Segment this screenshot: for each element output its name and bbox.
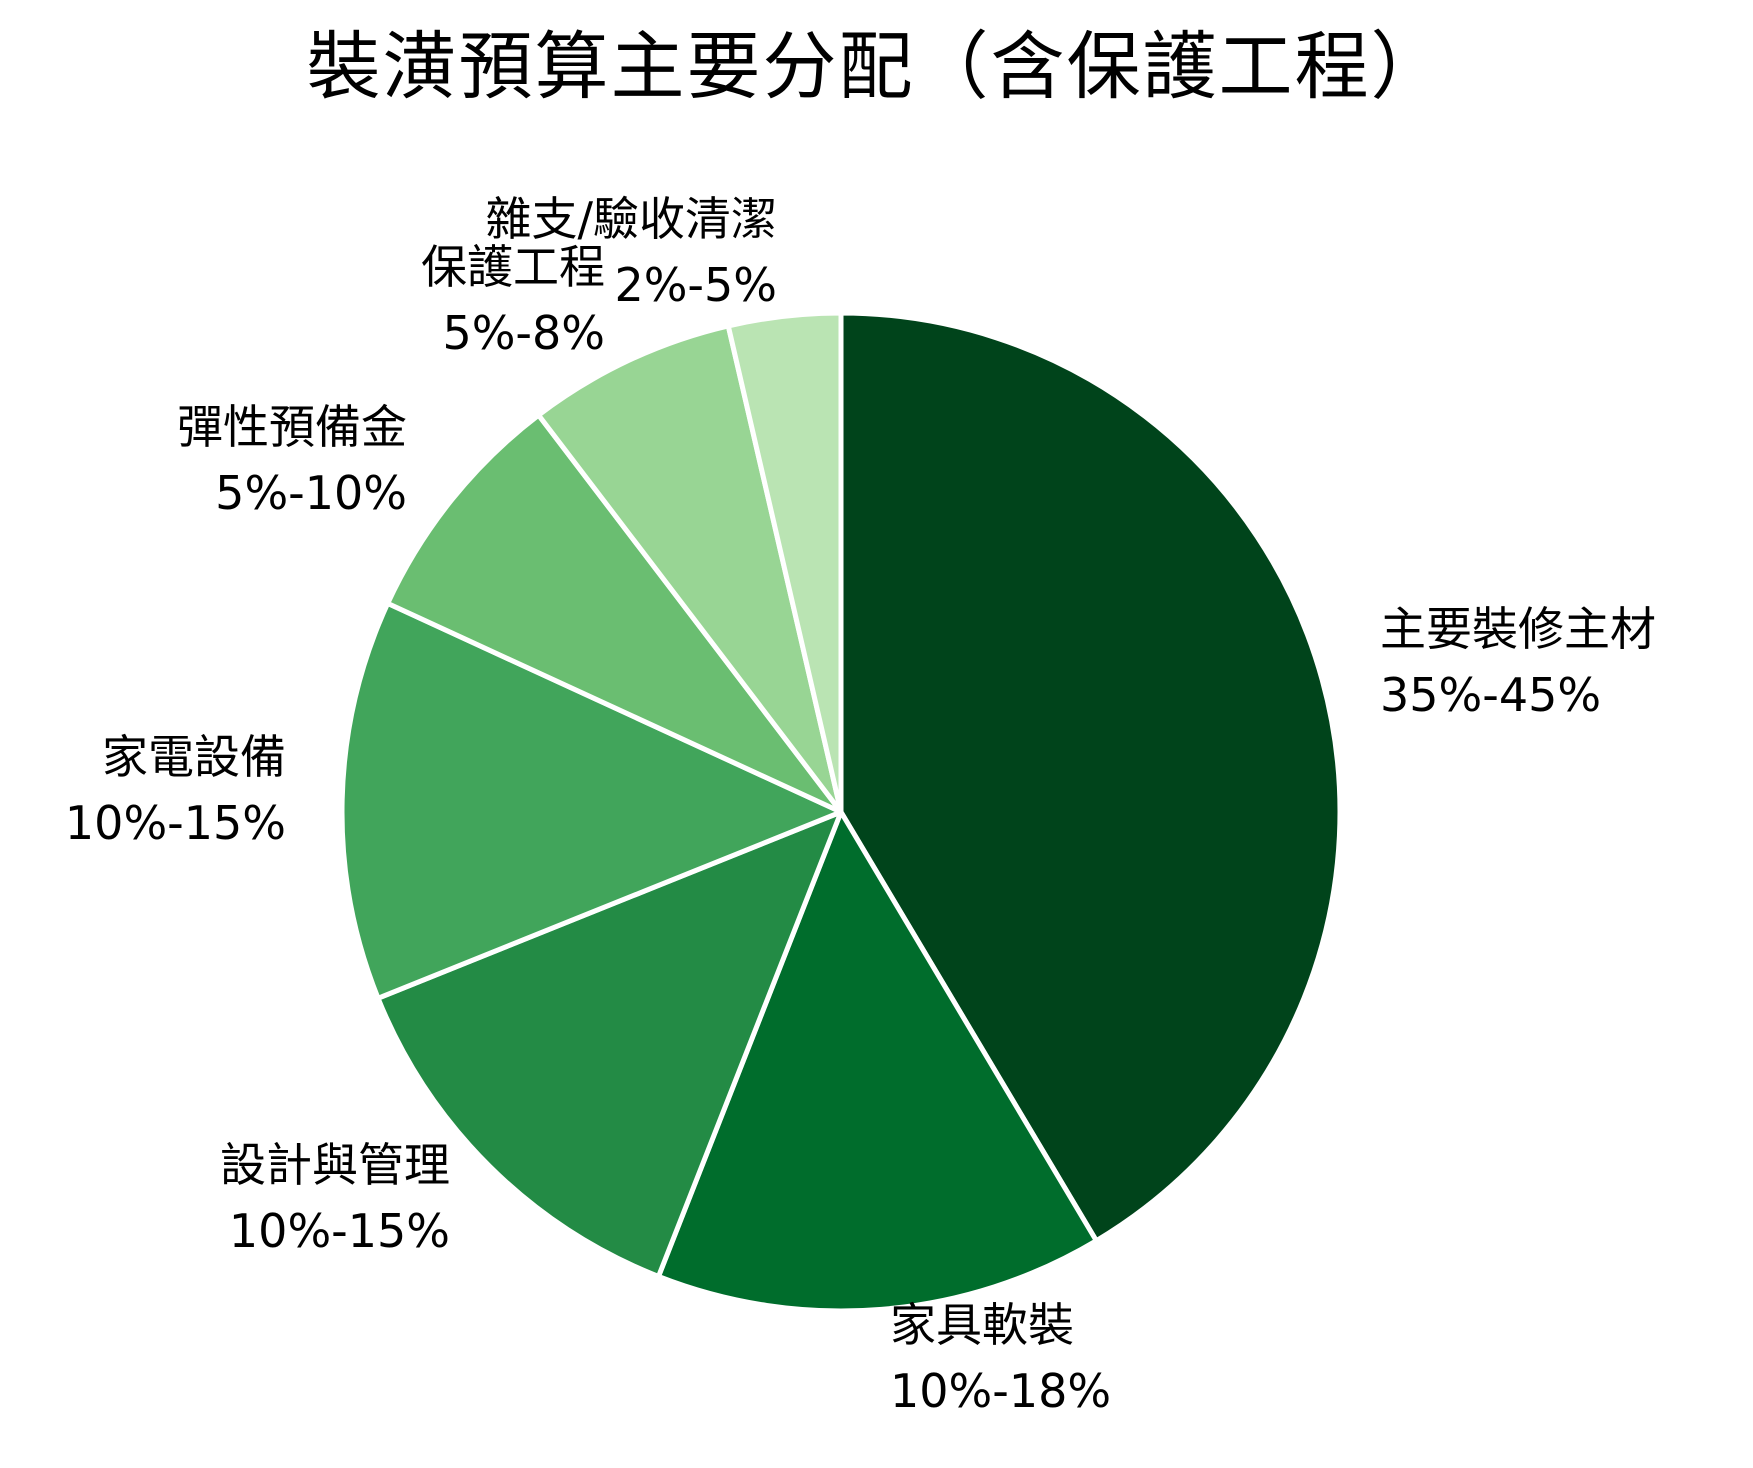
chart-title: 裝潢預算主要分配（含保護工程） (306, 24, 1447, 110)
pie-slice (385, 412, 844, 815)
label-range: 10%-18% (890, 1364, 1112, 1418)
pie-slice (536, 323, 844, 815)
label-range: 5%-10% (215, 466, 407, 520)
label-range: 35%-45% (1380, 668, 1602, 722)
label-range: 10%-15% (64, 796, 286, 850)
label-main-materials: 主要裝修主材 35%-45% (1380, 596, 1656, 728)
label-name: 彈性預備金 (177, 400, 407, 454)
label-range: 2%-5% (614, 258, 777, 312)
label-range: 5%-8% (442, 306, 605, 360)
label-appliances: 家電設備 10%-15% (65, 724, 286, 856)
label-range: 10%-15% (228, 1204, 450, 1258)
label-name: 設計與管理 (220, 1138, 450, 1192)
label-furniture: 家具軟裝 10%-18% (890, 1292, 1111, 1424)
pie-slice (725, 310, 844, 815)
pie-slice (838, 310, 1343, 1244)
label-design-management: 設計與管理 10%-15% (220, 1132, 450, 1264)
pie-slice (339, 600, 844, 1001)
label-name: 保護工程 (421, 240, 605, 294)
pie-slice (375, 809, 844, 1279)
label-protection: 保護工程 5%-8% (421, 234, 605, 366)
label-name: 家具軟裝 (890, 1298, 1074, 1352)
label-contingency: 彈性預備金 5%-10% (177, 394, 407, 526)
pie-slice (656, 809, 1099, 1314)
label-name: 主要裝修主材 (1380, 602, 1656, 656)
label-misc-cleaning: 雜支/驗收清潔 2%-5% (486, 186, 778, 318)
label-name: 雜支/驗收清潔 (485, 192, 778, 246)
label-name: 家電設備 (102, 730, 286, 784)
